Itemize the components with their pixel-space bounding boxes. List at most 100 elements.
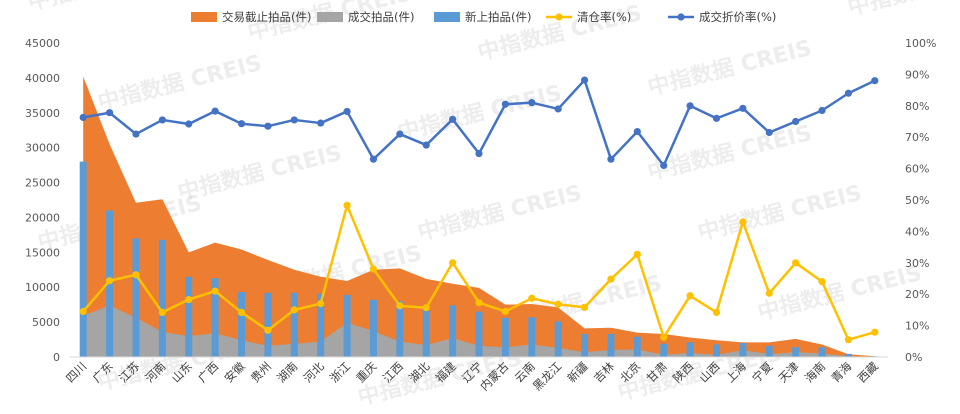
legend-marker-4: [677, 13, 685, 21]
x-tick-28: 海南: [802, 359, 828, 385]
legend-swatch-0: [191, 12, 217, 22]
x-tick-8: 湖南: [274, 359, 300, 385]
point-4-10: [343, 107, 351, 116]
point-3-20: [607, 275, 615, 283]
point-4-29: [844, 89, 853, 97]
point-3-6: [237, 308, 246, 317]
point-3-23: [686, 292, 694, 300]
point-3-17: [528, 294, 536, 302]
y-right-tick-2: 20%: [905, 288, 929, 301]
point-4-0: [79, 113, 87, 122]
point-3-27: [792, 259, 800, 267]
legend-label-3: 清仓率(%): [577, 10, 631, 24]
y-left-tick-6: 30000: [25, 142, 60, 155]
bar-10: [343, 294, 351, 357]
point-4-5: [211, 107, 219, 115]
bar-13: [422, 305, 430, 357]
point-3-0: [79, 307, 87, 316]
legend-label-1: 成交拍品(件): [348, 10, 414, 24]
point-3-19: [580, 303, 589, 311]
x-tick-30: 西藏: [855, 359, 882, 386]
legend-label-2: 新上拍品(件): [465, 10, 531, 24]
point-4-4: [185, 120, 193, 128]
watermark-3: 中指数据 CREIS: [645, 35, 814, 101]
x-tick-19: 新疆: [565, 359, 592, 386]
x-tick-9: 河北: [301, 359, 328, 386]
point-4-11: [369, 155, 378, 163]
y-left-tick-3: 15000: [25, 246, 60, 259]
point-3-4: [185, 295, 193, 304]
bar-23: [686, 342, 694, 357]
point-4-1: [105, 109, 114, 117]
bar-17: [528, 317, 536, 357]
point-3-16: [501, 307, 509, 316]
legend: 交易截止拍品(件) 成交拍品(件) 新上拍品(件) 清仓率(%) 成交折价率(%): [191, 10, 776, 24]
y-right-tick-8: 80%: [905, 100, 929, 113]
bar-0: [79, 161, 87, 357]
y-left-tick-9: 45000: [25, 37, 60, 50]
bar-4: [185, 276, 193, 357]
y-right-tick-4: 40%: [905, 225, 929, 238]
watermark-9: 中指数据 CREIS: [415, 180, 584, 246]
point-3-11: [369, 265, 378, 273]
point-3-28: [818, 278, 826, 286]
legend-swatch-2: [434, 12, 460, 22]
point-4-26: [765, 128, 773, 137]
x-tick-29: 青海: [828, 359, 855, 386]
y-right-tick-0: 0%: [905, 351, 922, 364]
watermark-8: 中指数据 CREIS: [175, 140, 344, 206]
point-4-9: [317, 119, 325, 127]
watermark-5: 中指数据 CREIS: [95, 50, 264, 116]
y-right-tick-1: 10%: [905, 320, 929, 333]
point-4-30: [871, 77, 879, 85]
bar-16: [501, 317, 509, 357]
point-3-7: [264, 326, 272, 334]
bar-layer: [79, 161, 879, 357]
point-3-9: [317, 300, 325, 308]
point-3-10: [343, 201, 351, 209]
bar-26: [765, 345, 773, 357]
watermark-6: 中指数据 CREIS: [395, 80, 564, 146]
bar-5: [211, 278, 219, 357]
point-4-2: [132, 130, 140, 138]
bar-24: [712, 344, 720, 357]
y-left-tick-0: 0: [53, 351, 60, 364]
x-tick-18: 黑龙江: [530, 359, 565, 394]
bar-15: [475, 311, 483, 357]
bar-29: [844, 353, 852, 357]
watermark-0: 中指数据 CREIS: [25, 0, 194, 16]
point-3-8: [290, 306, 298, 314]
x-tick-20: 吉林: [591, 359, 618, 386]
watermark-4: 中指数据 CREIS: [845, 0, 960, 21]
point-4-23: [686, 102, 694, 110]
bar-6: [238, 292, 246, 357]
y-left-tick-1: 5000: [32, 316, 60, 329]
bar-2: [132, 238, 140, 357]
point-3-30: [871, 328, 879, 336]
y-right-tick-5: 50%: [905, 194, 929, 207]
point-4-14: [449, 115, 457, 123]
bar-25: [739, 343, 747, 357]
point-3-25: [739, 218, 747, 226]
point-4-8: [290, 116, 298, 124]
y-right-tick-6: 60%: [905, 163, 929, 176]
bar-7: [264, 292, 272, 357]
bar-19: [581, 333, 589, 357]
point-3-5: [211, 287, 219, 295]
y-left-tick-8: 40000: [25, 72, 60, 85]
watermark-10: 中指数据 CREIS: [695, 180, 864, 246]
x-tick-10: 浙江: [327, 359, 354, 386]
point-3-13: [422, 304, 430, 312]
point-3-1: [105, 277, 114, 285]
bar-20: [607, 333, 615, 357]
point-3-24: [712, 308, 721, 317]
bar-27: [792, 347, 800, 357]
y-right-tick-10: 100%: [905, 37, 936, 50]
point-4-3: [158, 116, 166, 124]
legend-label-0: 交易截止拍品(件): [222, 10, 311, 24]
legend-marker-3: [555, 13, 563, 21]
point-4-6: [237, 120, 246, 128]
point-3-26: [765, 289, 773, 297]
y-right-tick-3: 30%: [905, 257, 929, 270]
point-4-19: [580, 76, 589, 84]
